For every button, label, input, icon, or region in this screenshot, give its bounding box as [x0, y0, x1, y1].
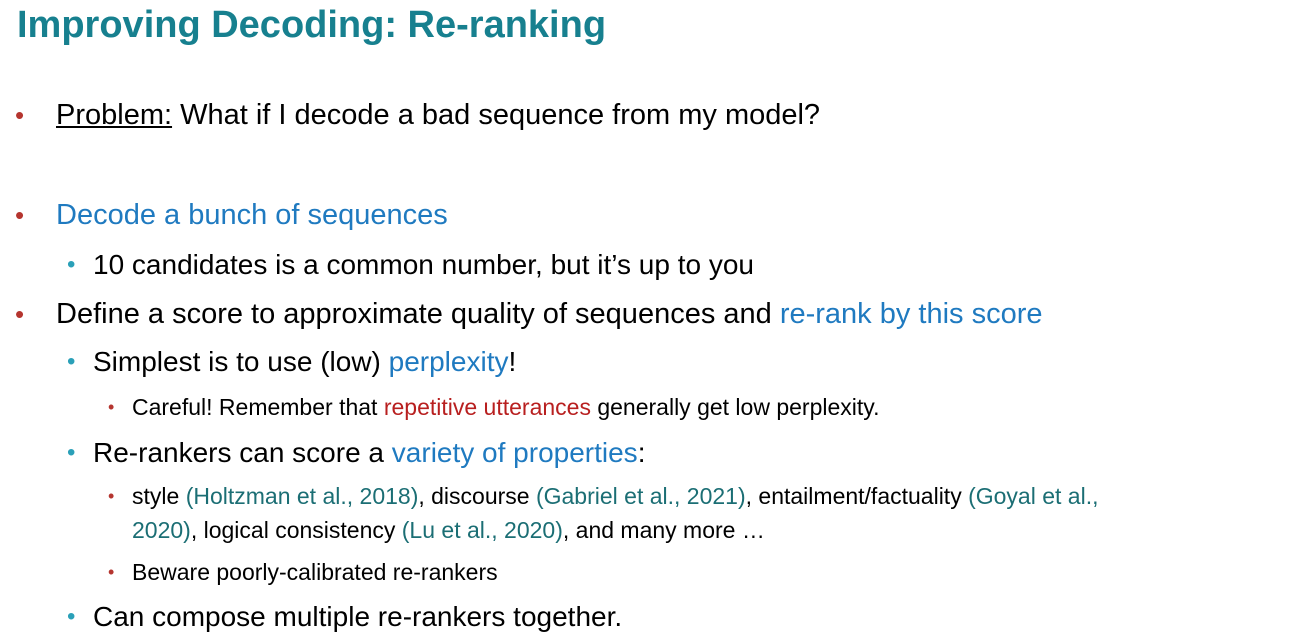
- rerank-highlight: re-rank by this score: [779, 298, 1043, 330]
- beware-note: Beware poorly-calibrated re-rankers: [132, 559, 498, 585]
- text-entailment: , entailment/factuality: [745, 483, 969, 509]
- bullet-marker: •: [67, 251, 76, 278]
- score-bullet: Define a score to approximate quality of…: [56, 296, 1043, 332]
- citation-holtzman: (Holtzman et al., 2018): [185, 483, 419, 509]
- text-more: , and many more …: [562, 517, 765, 543]
- bullet-marker: •: [67, 348, 76, 375]
- perplexity-subbullet: Simplest is to use (low) perplexity!: [93, 345, 516, 379]
- perplexity-highlight: perplexity: [388, 346, 509, 377]
- problem-bullet: Problem: What if I decode a bad sequence…: [56, 97, 820, 133]
- properties-list-line2: 2020), logical consistency (Lu et al., 2…: [132, 515, 765, 545]
- properties-end: :: [637, 437, 646, 468]
- perplexity-end: !: [508, 346, 517, 377]
- text-logical: , logical consistency: [190, 517, 402, 543]
- citation-gabriel: (Gabriel et al., 2021): [535, 483, 746, 509]
- properties-text: Re-rankers can score a: [93, 437, 392, 468]
- bullet-marker: •: [108, 486, 115, 506]
- decode-bullet: Decode a bunch of sequences: [56, 199, 448, 231]
- problem-text: What if I decode a bad sequence from my …: [172, 99, 821, 131]
- text-style: style: [132, 483, 186, 509]
- bullet-marker: •: [15, 299, 25, 329]
- bullet-marker: •: [67, 439, 76, 466]
- bullet-marker: •: [108, 562, 115, 582]
- problem-label: Problem:: [56, 99, 173, 131]
- score-text: Define a score to approximate quality of…: [56, 298, 780, 330]
- repetitive-highlight: repetitive utterances: [383, 394, 591, 420]
- bullet-marker: •: [67, 603, 76, 630]
- perplexity-text: Simplest is to use (low): [93, 346, 389, 377]
- citation-goyal: (Goyal et al.,: [968, 483, 1099, 509]
- text-discourse: , discourse: [418, 483, 536, 509]
- citation-goyal-year: 2020): [132, 517, 191, 543]
- properties-subbullet: Re-rankers can score a variety of proper…: [93, 436, 645, 470]
- bullet-marker: •: [15, 200, 25, 230]
- slide-title: Improving Decoding: Re-ranking: [17, 4, 607, 46]
- citation-lu: (Lu et al., 2020): [401, 517, 563, 543]
- bullet-marker: •: [15, 100, 25, 130]
- properties-list-line1: style (Holtzman et al., 2018), discourse…: [132, 481, 1098, 511]
- bullet-marker: •: [108, 397, 115, 417]
- careful-note: Careful! Remember that repetitive uttera…: [132, 392, 879, 422]
- careful-text: Careful! Remember that: [132, 394, 384, 420]
- compose-subbullet: Can compose multiple re-rankers together…: [93, 601, 623, 632]
- careful-end: generally get low perplexity.: [590, 394, 880, 420]
- properties-highlight: variety of properties: [391, 437, 638, 468]
- candidates-subbullet: 10 candidates is a common number, but it…: [93, 249, 754, 280]
